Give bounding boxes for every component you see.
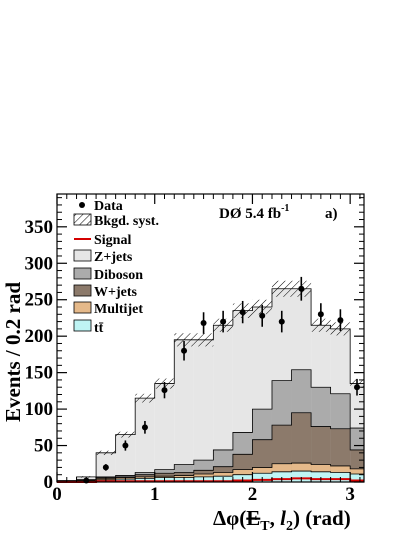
- data-point-4: [161, 381, 168, 399]
- data-point-13: [337, 309, 344, 332]
- svg-text:Δφ(ET, l2) (rad): Δφ(ET, l2) (rad): [213, 506, 351, 534]
- legend-label-zjets: Z+jets: [94, 250, 133, 265]
- legend-marker-data: [79, 202, 85, 208]
- data-marker-13: [337, 317, 344, 324]
- ttbar-outline: [56, 470, 365, 482]
- syst-band-bin-4: [135, 393, 155, 403]
- zjets-bin-4: [135, 398, 155, 482]
- data-marker-2: [122, 442, 129, 449]
- y-tick-label-3: 150: [25, 363, 54, 384]
- x-tick-label-1: 1: [150, 484, 160, 505]
- y-tick-label-6: 300: [25, 253, 54, 274]
- data-point-12: [317, 303, 324, 326]
- legend-label-ttbar: tt̄: [94, 321, 104, 336]
- data-point-5: [181, 340, 188, 361]
- legend-marker-syst: [73, 213, 92, 226]
- data-point-7: [220, 310, 227, 333]
- y-tick-label-7: 350: [25, 217, 54, 238]
- panel-label: a): [325, 206, 338, 222]
- y-tick-label-4: 200: [25, 326, 54, 347]
- data-marker-10: [278, 318, 285, 325]
- data-marker-4: [161, 387, 168, 394]
- zjets-bin-8: [213, 325, 233, 482]
- x-label-et: E: [246, 506, 260, 530]
- legend: Data Bkgd. syst. Signal Z+jets Diboson W…: [73, 199, 159, 336]
- data-marker-12: [317, 311, 324, 318]
- experiment-label: DØ 5.4 fb-1: [219, 203, 289, 222]
- legend-marker-diboson: [73, 267, 92, 280]
- data-point-10: [278, 310, 285, 333]
- syst-band-bin-2: [96, 450, 116, 456]
- x-tick-label-2: 2: [248, 484, 258, 505]
- data-point-6: [200, 312, 207, 334]
- zjets-bin-5: [154, 383, 175, 482]
- ttbar-bin-12: [291, 471, 312, 482]
- data-point-14: [354, 378, 361, 396]
- legend-marker-wjets: [73, 284, 92, 297]
- y-axis-label: Events / 0.2 rad: [1, 282, 25, 422]
- experiment-label-superscript: -1: [281, 203, 289, 214]
- data-point-3: [141, 420, 148, 434]
- y-tick-label-2: 100: [25, 399, 54, 420]
- data-points: [83, 276, 361, 484]
- legend-label-wjets: W+jets: [94, 285, 138, 300]
- syst-band-bin-11: [271, 280, 292, 297]
- legend-label-multijet: Multijet: [94, 302, 143, 317]
- ttbar-bin-15: [350, 473, 364, 482]
- data-marker-9: [259, 312, 266, 319]
- syst-band-bin-3: [115, 431, 136, 438]
- x-tick-label-3: 3: [345, 484, 355, 505]
- x-tick-label-0: 0: [52, 484, 62, 505]
- y-tick-label-0: 0: [44, 472, 54, 493]
- data-marker-6: [200, 320, 207, 327]
- data-marker-14: [354, 384, 361, 391]
- legend-label-data: Data: [94, 199, 123, 214]
- plot-frame: [56, 193, 365, 483]
- legend-label-signal: Signal: [94, 233, 131, 248]
- data-marker-3: [141, 424, 148, 431]
- data-marker-1: [102, 464, 109, 471]
- ttbar-bin-13: [311, 471, 331, 482]
- data-point-11: [298, 276, 305, 301]
- axes: 0 50 100 150 200 250 300 350 0 1 2 3: [25, 194, 364, 505]
- zjets-bin-7: [193, 339, 214, 482]
- syst-band-bin-1: [76, 476, 97, 478]
- legend-label-diboson: Diboson: [94, 268, 143, 283]
- data-marker-11: [298, 285, 305, 292]
- data-point-1: [102, 464, 109, 471]
- legend-label-syst: Bkgd. syst.: [94, 214, 159, 229]
- data-marker-7: [220, 318, 227, 325]
- data-point-2: [122, 440, 129, 451]
- legend-marker-multijet: [73, 301, 92, 314]
- diboson-outline: [56, 369, 365, 482]
- zjets-bin-3: [115, 434, 136, 482]
- zjets-bin-6: [174, 339, 194, 482]
- data-marker-8: [239, 309, 246, 316]
- x-axis-label: Δφ(ET, l2) (rad): [213, 506, 351, 534]
- data-marker-5: [181, 347, 188, 354]
- syst-band-bin-7: [193, 333, 214, 347]
- data-point-8: [239, 300, 246, 324]
- y-tick-label-5: 250: [25, 290, 54, 311]
- legend-marker-ttbar: [73, 319, 92, 332]
- syst-band-bin-6: [174, 333, 194, 347]
- data-point-9: [259, 304, 266, 327]
- legend-marker-zjets: [73, 249, 92, 262]
- stacked-histograms: [56, 288, 365, 482]
- y-tick-label-1: 50: [34, 436, 53, 457]
- ttbar-bin-11: [271, 471, 292, 482]
